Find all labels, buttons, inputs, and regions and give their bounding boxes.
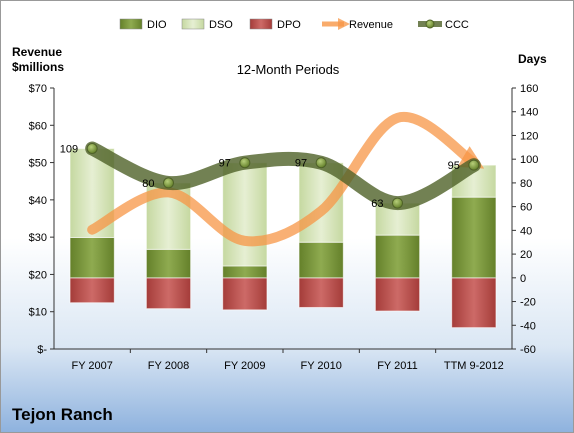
right-axis-tick-label: -20 <box>520 297 536 309</box>
revenue-line <box>87 111 485 247</box>
ccc-line <box>85 141 481 211</box>
bar-dpo <box>451 277 497 329</box>
left-axis-tick-label: $- <box>37 344 47 356</box>
x-axis-tick-label: FY 2009 <box>224 360 265 372</box>
axes: $- $10 $20 $30 $40 $50 $60 $70 -60 -40 -20 0 20 40 60 8… <box>29 83 539 372</box>
ccc-point <box>392 197 403 209</box>
legend-swatch-dpo <box>249 18 273 30</box>
ccc-point <box>163 177 174 189</box>
ccc-point <box>86 143 98 155</box>
left-axis-tick-label: $70 <box>29 83 47 95</box>
bar-dpo <box>145 277 192 310</box>
left-axis-tick-label: $50 <box>29 158 47 170</box>
right-axis-tick-label: 60 <box>520 202 532 214</box>
company-name: Tejon Ranch <box>12 405 113 424</box>
lines <box>85 111 485 247</box>
bar-dio <box>69 236 115 279</box>
chart-title: 12-Month Periods <box>237 62 340 77</box>
right-axis-tick-label: 20 <box>520 249 532 261</box>
ccc-data-label: 97 <box>219 158 231 170</box>
right-axis-tick-label: -40 <box>520 320 536 332</box>
x-axis-tick-label: FY 2007 <box>71 360 112 372</box>
legend: DIO DSO DPO Revenue CCC <box>119 17 469 31</box>
bar-dio <box>222 265 268 279</box>
ccc-data-label: 95 <box>448 160 460 172</box>
right-axis-tick-label: 80 <box>520 178 532 190</box>
bar-dso <box>222 162 268 267</box>
bar-dpo <box>69 277 115 304</box>
right-axis-tick-label: 0 <box>520 273 526 285</box>
bar-dpo <box>222 277 268 311</box>
left-axis-tick-label: $60 <box>29 120 47 132</box>
right-axis-tick-label: 40 <box>520 225 532 237</box>
data-labels: 109 80 97 97 63 95 <box>60 144 460 211</box>
left-axis-label-line1: Revenue <box>12 45 62 59</box>
legend-label-revenue: Revenue <box>349 19 393 31</box>
left-axis-tick-label: $20 <box>29 269 47 281</box>
legend-label-ccc: CCC <box>445 19 469 31</box>
bar-dio <box>298 241 344 279</box>
bar-dpo <box>374 277 421 312</box>
legend-swatch-ccc-dot <box>425 19 435 29</box>
legend-swatch-dio <box>119 18 143 30</box>
right-axis-tick-label: 160 <box>520 83 538 95</box>
left-axis-label-line2: $millions <box>12 60 64 74</box>
x-axis-tick-label: FY 2008 <box>148 360 189 372</box>
ccc-point <box>239 157 251 169</box>
left-axis-tick-label: $40 <box>29 195 47 207</box>
ccc-data-label: 109 <box>60 144 78 156</box>
left-axis-tick-label: $30 <box>29 232 47 244</box>
x-axis-tick-label: FY 2011 <box>377 360 418 372</box>
legend-swatch-dso <box>181 18 205 30</box>
bar-dio <box>145 248 192 279</box>
ccc-data-label: 80 <box>142 178 154 190</box>
x-axis-tick-label: FY 2010 <box>300 360 341 372</box>
right-axis-tick-label: -60 <box>520 344 536 356</box>
right-axis-tick-label: 140 <box>520 107 538 119</box>
right-axis-tick-label: 100 <box>520 154 538 166</box>
ccc-data-label: 97 <box>295 158 307 170</box>
legend-label-dso: DSO <box>209 19 233 31</box>
left-axis-tick-label: $10 <box>29 307 47 319</box>
x-axis-tick-label: TTM 9-2012 <box>444 360 504 372</box>
right-axis-tick-label: 120 <box>520 130 538 142</box>
legend-label-dio: DIO <box>147 19 167 31</box>
ccc-point <box>468 159 480 171</box>
legend-label-dpo: DPO <box>277 19 301 31</box>
ccc-point <box>315 157 327 169</box>
right-axis-label: Days <box>518 52 547 66</box>
bar-dpo <box>298 277 344 308</box>
ccc-data-label: 63 <box>371 198 383 210</box>
bar-dio <box>451 196 497 279</box>
bar-dio <box>374 234 421 279</box>
